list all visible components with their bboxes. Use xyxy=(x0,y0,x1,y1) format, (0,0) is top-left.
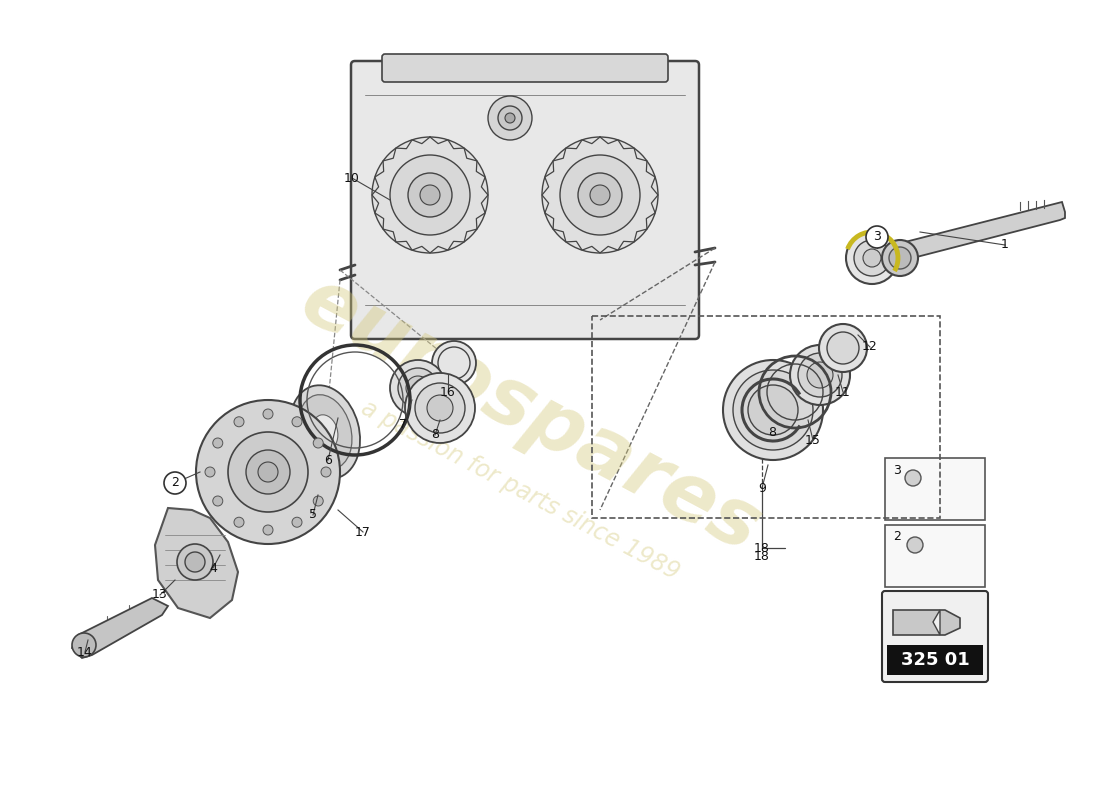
Ellipse shape xyxy=(312,414,338,450)
Circle shape xyxy=(590,185,610,205)
Text: 9: 9 xyxy=(758,482,766,494)
Bar xyxy=(592,316,940,518)
Ellipse shape xyxy=(290,386,360,478)
Circle shape xyxy=(263,525,273,535)
Circle shape xyxy=(212,438,223,448)
Circle shape xyxy=(185,552,205,572)
Text: 2: 2 xyxy=(893,530,901,543)
Text: 7: 7 xyxy=(399,418,407,431)
Circle shape xyxy=(864,249,881,267)
Circle shape xyxy=(406,376,430,400)
Circle shape xyxy=(314,438,323,448)
Polygon shape xyxy=(933,610,940,635)
Circle shape xyxy=(228,432,308,512)
Polygon shape xyxy=(155,508,238,618)
Polygon shape xyxy=(895,202,1065,268)
Circle shape xyxy=(854,240,890,276)
Circle shape xyxy=(488,96,532,140)
Text: 10: 10 xyxy=(344,171,360,185)
Text: 17: 17 xyxy=(355,526,371,538)
Text: 18: 18 xyxy=(755,550,770,563)
Circle shape xyxy=(72,633,96,657)
Circle shape xyxy=(908,537,923,553)
Circle shape xyxy=(560,155,640,235)
Circle shape xyxy=(372,137,488,253)
Circle shape xyxy=(733,370,813,450)
Circle shape xyxy=(314,496,323,506)
Circle shape xyxy=(212,496,223,506)
Circle shape xyxy=(748,385,797,435)
Text: 3: 3 xyxy=(873,230,881,243)
Circle shape xyxy=(905,470,921,486)
Circle shape xyxy=(415,383,465,433)
Circle shape xyxy=(205,467,214,477)
Text: 18: 18 xyxy=(755,542,770,554)
Circle shape xyxy=(405,373,475,443)
Circle shape xyxy=(263,409,273,419)
Circle shape xyxy=(432,341,476,385)
Text: 6: 6 xyxy=(324,454,332,466)
Circle shape xyxy=(827,332,859,364)
Text: a passion for parts since 1989: a passion for parts since 1989 xyxy=(356,396,683,584)
Circle shape xyxy=(234,417,244,426)
Circle shape xyxy=(498,106,522,130)
Text: 325 01: 325 01 xyxy=(901,651,969,669)
Text: 4: 4 xyxy=(209,562,217,574)
Circle shape xyxy=(408,173,452,217)
Text: 8: 8 xyxy=(431,429,439,442)
Bar xyxy=(886,458,984,520)
FancyBboxPatch shape xyxy=(882,591,988,682)
Circle shape xyxy=(321,467,331,477)
Text: 2: 2 xyxy=(172,477,179,490)
Circle shape xyxy=(866,226,888,248)
Circle shape xyxy=(846,232,898,284)
FancyBboxPatch shape xyxy=(382,54,668,82)
FancyBboxPatch shape xyxy=(351,61,698,339)
Circle shape xyxy=(427,395,453,421)
Text: 12: 12 xyxy=(862,341,878,354)
Circle shape xyxy=(505,113,515,123)
Circle shape xyxy=(723,360,823,460)
Circle shape xyxy=(420,185,440,205)
Bar xyxy=(886,525,984,587)
Text: 15: 15 xyxy=(805,434,821,446)
Text: 5: 5 xyxy=(309,509,317,522)
Circle shape xyxy=(258,462,278,482)
Polygon shape xyxy=(893,610,960,635)
Text: 3: 3 xyxy=(893,463,901,477)
Text: 16: 16 xyxy=(440,386,455,399)
Polygon shape xyxy=(72,598,168,658)
Circle shape xyxy=(542,137,658,253)
Circle shape xyxy=(196,400,340,544)
Circle shape xyxy=(820,324,867,372)
Circle shape xyxy=(234,518,244,527)
Circle shape xyxy=(807,362,833,388)
Circle shape xyxy=(398,368,438,408)
Circle shape xyxy=(790,345,850,405)
Circle shape xyxy=(889,247,911,269)
Text: 8: 8 xyxy=(768,426,776,438)
Circle shape xyxy=(882,240,918,276)
Circle shape xyxy=(177,544,213,580)
Circle shape xyxy=(390,155,470,235)
Text: 1: 1 xyxy=(1001,238,1009,251)
Circle shape xyxy=(292,417,302,426)
Circle shape xyxy=(246,450,290,494)
Circle shape xyxy=(164,472,186,494)
Text: 14: 14 xyxy=(77,646,92,658)
Circle shape xyxy=(390,360,446,416)
Circle shape xyxy=(292,518,302,527)
Text: 11: 11 xyxy=(835,386,851,398)
Circle shape xyxy=(578,173,621,217)
Text: eurospares: eurospares xyxy=(287,261,773,569)
Ellipse shape xyxy=(298,394,352,470)
Bar xyxy=(887,645,983,675)
Text: 13: 13 xyxy=(152,589,168,602)
Circle shape xyxy=(798,353,842,397)
